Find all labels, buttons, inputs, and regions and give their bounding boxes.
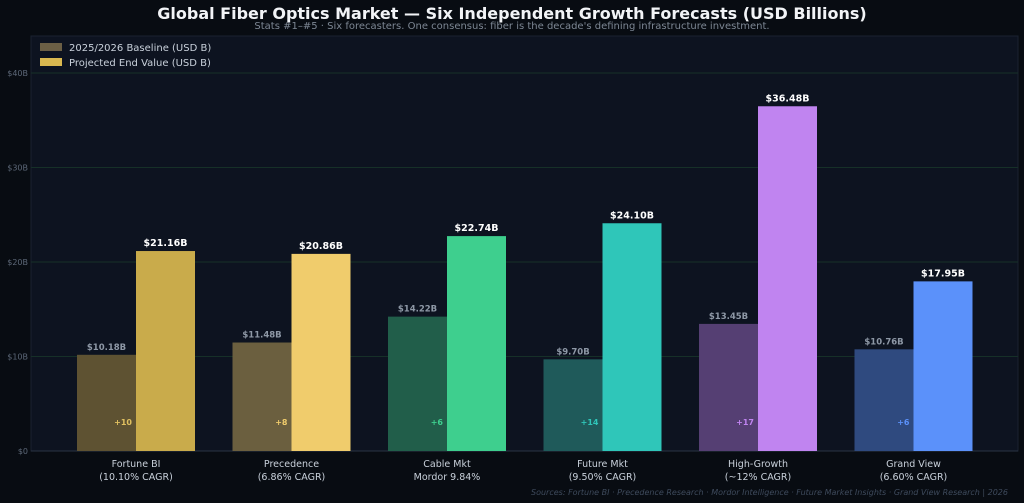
source-note: Sources: Fortune BI · Precedence Researc…	[531, 488, 1008, 497]
projected-bar	[291, 253, 351, 451]
baseline-value-label: $14.22B	[398, 305, 437, 315]
baseline-bar	[543, 359, 603, 451]
growth-label: +6	[431, 418, 444, 427]
baseline-bar	[388, 316, 447, 451]
baseline-value-label: $9.70B	[556, 347, 589, 357]
x-tick-sublabel: Mordor 9.84%	[414, 472, 481, 483]
legend-label: Projected End Value (USD B)	[69, 58, 211, 69]
x-tick-sublabel: (10.10% CAGR)	[99, 472, 173, 483]
x-tick-sublabel: (~12% CAGR)	[725, 472, 791, 483]
x-tick-sublabel: (6.60% CAGR)	[880, 472, 948, 483]
x-tick-label: Grand View	[886, 459, 941, 470]
growth-label: +10	[114, 418, 132, 427]
baseline-bar	[699, 323, 758, 451]
y-tick-label: $40B	[7, 69, 28, 78]
growth-label: +6	[897, 418, 910, 427]
plot-area	[30, 35, 1019, 452]
projected-bar	[913, 281, 973, 451]
x-tick-sublabel: (9.50% CAGR)	[569, 472, 637, 483]
legend-swatch	[40, 43, 62, 51]
projected-value-label: $17.95B	[921, 268, 965, 279]
baseline-bar	[854, 349, 914, 451]
legend-label: 2025/2026 Baseline (USD B)	[69, 43, 211, 54]
y-tick-label: $30B	[7, 164, 28, 173]
projected-value-label: $22.74B	[455, 223, 499, 234]
x-tick-sublabel: (6.86% CAGR)	[258, 472, 326, 483]
x-tick-label: Fortune BI	[112, 459, 161, 470]
projected-value-label: $20.86B	[299, 241, 343, 252]
projected-bar	[447, 236, 506, 451]
y-tick-label: $20B	[7, 258, 28, 267]
y-tick-label: $0	[18, 447, 28, 456]
projected-value-label: $24.10B	[610, 210, 654, 221]
baseline-value-label: $10.76B	[864, 337, 903, 347]
legend-swatch	[40, 58, 62, 66]
baseline-bar	[232, 342, 292, 451]
growth-label: +8	[275, 418, 288, 427]
growth-label: +17	[736, 418, 754, 427]
projected-value-label: $21.16B	[144, 238, 188, 249]
projected-value-label: $36.48B	[766, 93, 810, 104]
chart-subtitle: Stats #1–#5 · Six forecasters. One conse…	[254, 21, 770, 32]
baseline-bar	[77, 354, 136, 451]
chart-title: Global Fiber Optics Market — Six Indepen…	[157, 4, 867, 23]
baseline-value-label: $11.48B	[242, 331, 281, 341]
projected-bar	[758, 106, 817, 451]
projected-bar	[136, 251, 195, 451]
growth-label: +14	[581, 418, 599, 427]
x-tick-label: Future Mkt	[577, 459, 628, 470]
baseline-value-label: $10.18B	[87, 343, 126, 353]
x-tick-label: High-Growth	[728, 459, 788, 470]
baseline-value-label: $13.45B	[709, 312, 748, 322]
projected-bar	[602, 223, 662, 451]
y-tick-label: $10B	[7, 353, 28, 362]
x-tick-label: Cable Mkt	[423, 459, 471, 470]
x-tick-label: Precedence	[264, 459, 319, 470]
